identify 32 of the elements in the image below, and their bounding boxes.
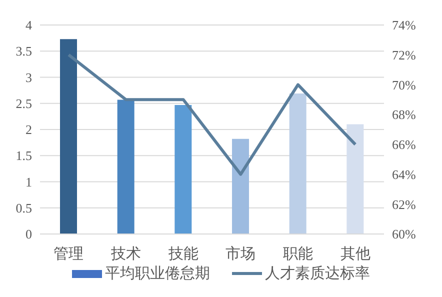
y-tick-label: 0.5: [16, 200, 32, 216]
bar: [174, 104, 192, 234]
x-tick-label: 其他: [340, 246, 370, 263]
x-tick-label: 管理: [54, 246, 84, 263]
y2-tick-label: 62%: [392, 196, 416, 212]
line-series: [67, 53, 357, 176]
y2-tick-label: 74%: [392, 18, 416, 33]
x-tick-label: 职能: [283, 246, 313, 263]
x-tick-label: 技术: [110, 246, 141, 263]
bar: [232, 138, 249, 234]
x-tick-label: 技能: [167, 246, 198, 263]
y2-tick-label: 72%: [392, 47, 416, 62]
text: 平均职业倦怠期: [105, 264, 210, 283]
y-tick-label: 3: [26, 70, 32, 85]
y2-tick-label: 66%: [392, 137, 416, 152]
y-tick-label: 2.5: [16, 96, 32, 111]
bar: [60, 39, 77, 234]
y-tick-label: 1: [26, 174, 32, 190]
bar: [289, 93, 306, 234]
y-tick-label: 3.5: [16, 44, 32, 59]
bar: [117, 100, 134, 234]
y2-tick-label: 64%: [392, 166, 416, 182]
y-tick-label: 0: [26, 226, 32, 242]
y2-tick-label: 70%: [392, 77, 416, 92]
legend-label: 人才素质达标率: [265, 264, 370, 283]
y-tick-label: 4: [26, 18, 32, 33]
y-tick-label: 2: [26, 122, 32, 138]
y2-tick-label: 68%: [392, 107, 416, 122]
y2-tick-label: 60%: [392, 226, 416, 242]
x-tick-label: 市场: [226, 246, 256, 263]
y-tick-label: 1.5: [16, 148, 32, 164]
bar: [346, 124, 364, 234]
